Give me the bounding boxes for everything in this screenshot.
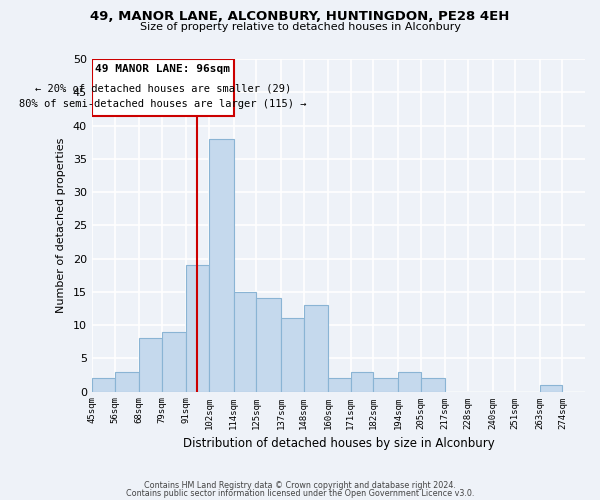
Bar [92, 378, 115, 392]
Text: Size of property relative to detached houses in Alconbury: Size of property relative to detached ho… [139, 22, 461, 32]
Bar [233, 292, 256, 392]
Bar [398, 372, 421, 392]
Bar [421, 378, 445, 392]
FancyBboxPatch shape [92, 59, 233, 116]
Bar [373, 378, 398, 392]
Y-axis label: Number of detached properties: Number of detached properties [56, 138, 66, 313]
Bar [115, 372, 139, 392]
Bar [281, 318, 304, 392]
Bar [351, 372, 373, 392]
X-axis label: Distribution of detached houses by size in Alconbury: Distribution of detached houses by size … [182, 437, 494, 450]
Bar [540, 385, 562, 392]
Bar [328, 378, 351, 392]
Text: Contains public sector information licensed under the Open Government Licence v3: Contains public sector information licen… [126, 488, 474, 498]
Text: ← 20% of detached houses are smaller (29): ← 20% of detached houses are smaller (29… [35, 84, 291, 94]
Bar [304, 305, 328, 392]
Text: Contains HM Land Registry data © Crown copyright and database right 2024.: Contains HM Land Registry data © Crown c… [144, 481, 456, 490]
Text: 80% of semi-detached houses are larger (115) →: 80% of semi-detached houses are larger (… [19, 99, 307, 109]
Bar [162, 332, 187, 392]
Text: 49, MANOR LANE, ALCONBURY, HUNTINGDON, PE28 4EH: 49, MANOR LANE, ALCONBURY, HUNTINGDON, P… [91, 10, 509, 23]
Bar [139, 338, 162, 392]
Bar [256, 298, 281, 392]
Bar [209, 139, 233, 392]
Text: 49 MANOR LANE: 96sqm: 49 MANOR LANE: 96sqm [95, 64, 230, 74]
Bar [187, 265, 209, 392]
